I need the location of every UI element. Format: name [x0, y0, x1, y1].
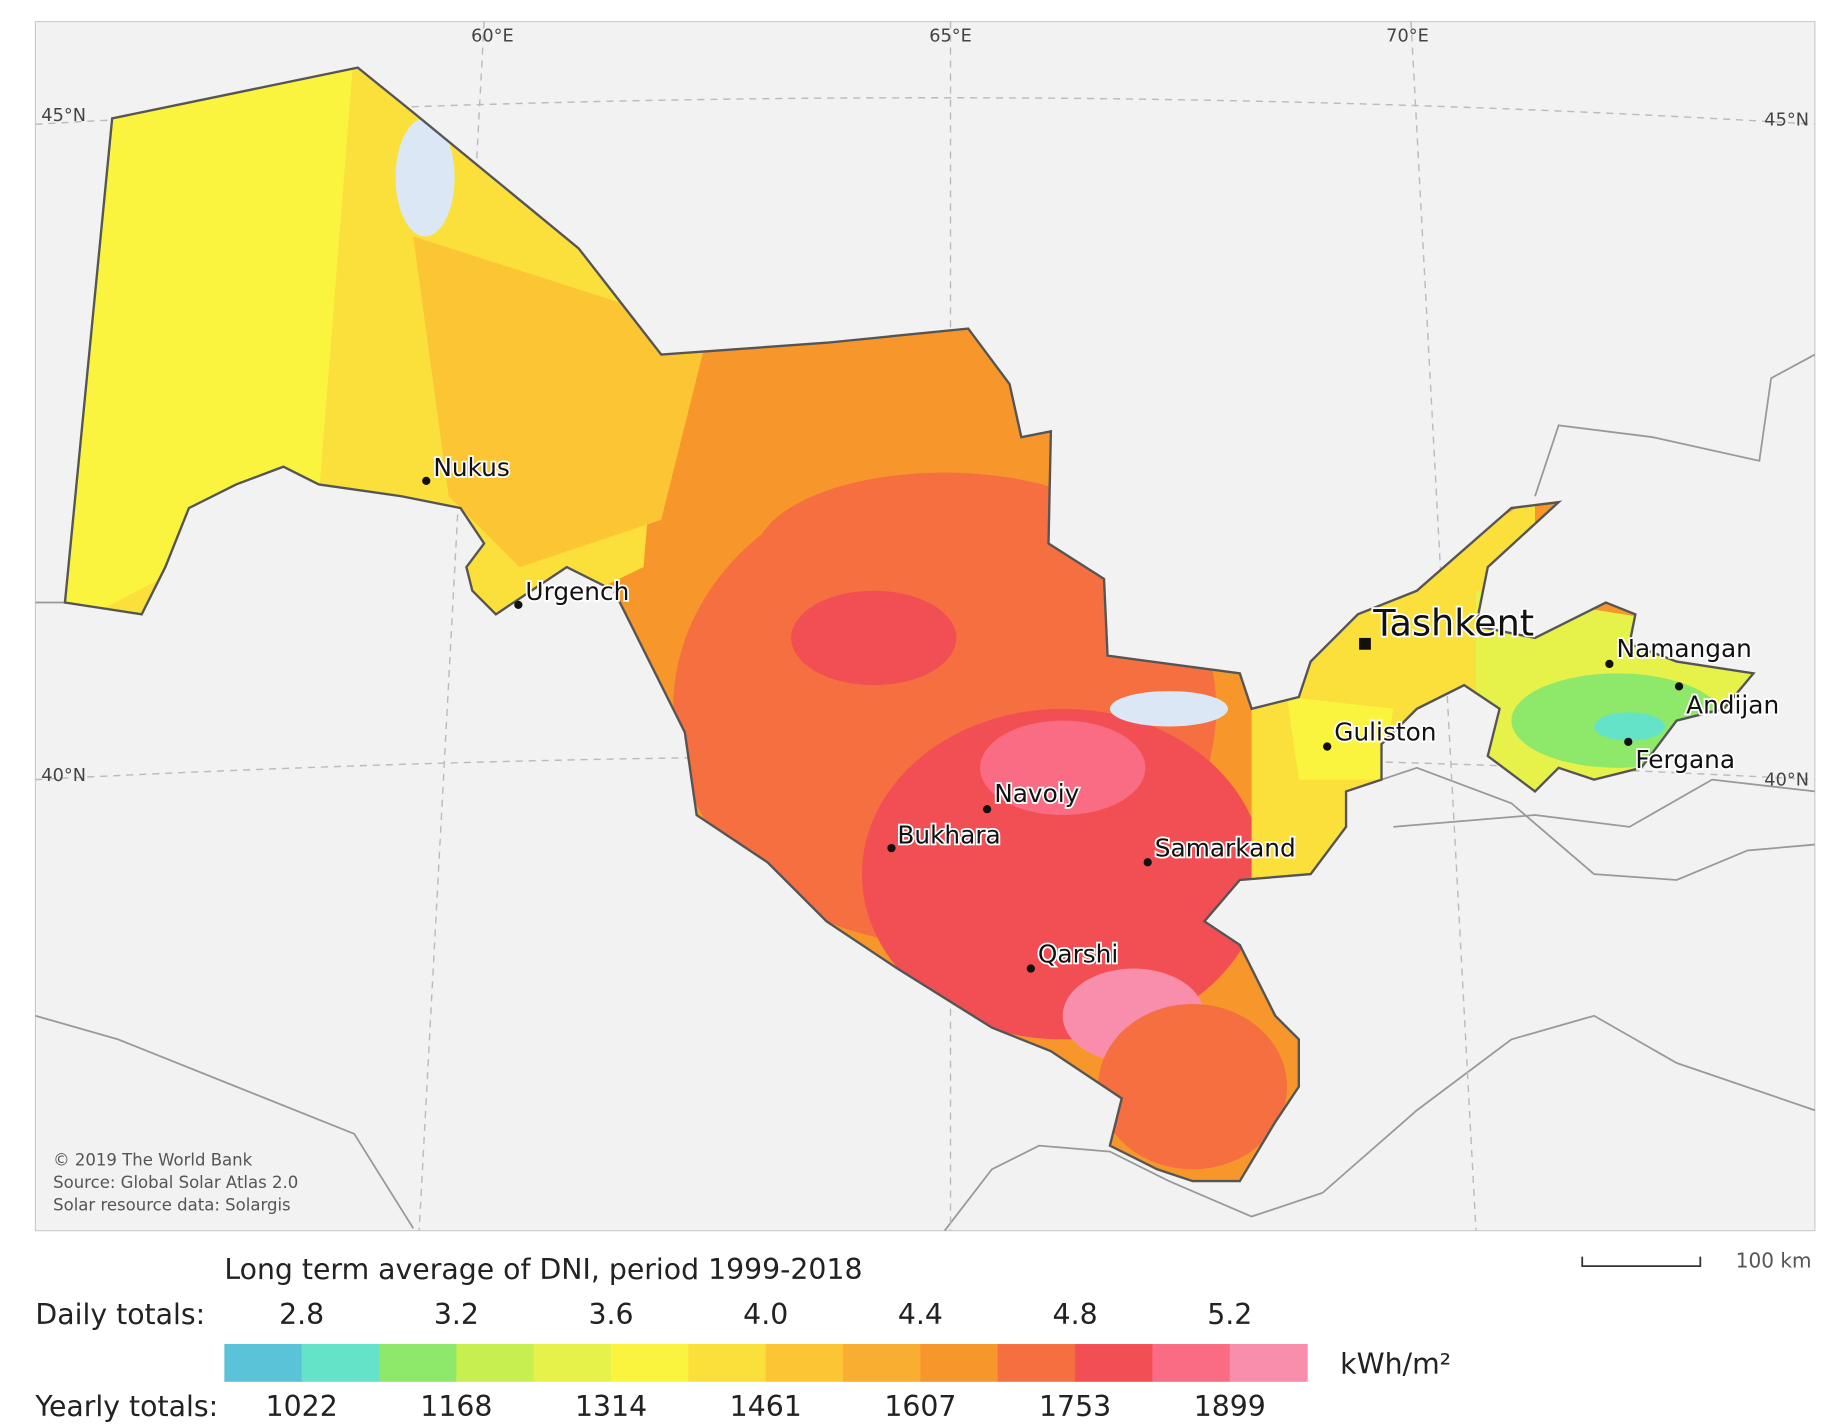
- yearly-label: 1168: [420, 1390, 492, 1423]
- daily-label: 4.4: [898, 1298, 943, 1331]
- legend-row-label: Yearly totals:: [34, 1390, 218, 1423]
- yearly-label: 1753: [1039, 1390, 1111, 1423]
- yearly-label: 1314: [575, 1390, 647, 1423]
- city-marker: [1674, 682, 1684, 691]
- city-marker: [422, 476, 431, 486]
- legend-swatch: [224, 1344, 303, 1382]
- city-label: Guliston: [1334, 718, 1436, 747]
- legend-swatch: [997, 1344, 1076, 1382]
- city-label: Navoiy: [994, 779, 1079, 808]
- yearly-label: 1899: [1194, 1390, 1266, 1423]
- city-label: Nukus: [433, 453, 509, 482]
- legend-swatch: [1152, 1344, 1231, 1382]
- legend-swatch: [688, 1344, 767, 1382]
- legend-swatch: [611, 1344, 689, 1382]
- daily-label: 3.2: [434, 1298, 479, 1331]
- legend-swatch: [1229, 1344, 1308, 1382]
- capital-label: Tashkent: [1372, 602, 1534, 645]
- city-label: Bukhara: [897, 820, 1000, 849]
- city-label: Urgench: [525, 577, 629, 606]
- yearly-label: 1607: [884, 1390, 956, 1423]
- attribution: Source: Global Solar Atlas 2.0: [53, 1173, 298, 1192]
- legend-swatch: [920, 1344, 999, 1382]
- legend-swatch: [379, 1344, 457, 1382]
- daily-label: 2.8: [279, 1298, 324, 1331]
- daily-label: 3.6: [589, 1298, 634, 1331]
- legend-unit: kWh/m²: [1340, 1348, 1451, 1381]
- lon-label: 70°E: [1386, 27, 1429, 47]
- capital-marker: [1359, 637, 1371, 650]
- city-label: Samarkand: [1155, 833, 1296, 862]
- city-marker: [1323, 742, 1332, 751]
- city-label: Qarshi: [1038, 940, 1118, 969]
- attribution: © 2019 The World Bank: [53, 1151, 253, 1170]
- city-marker: [887, 843, 896, 853]
- yearly-label: 1022: [266, 1390, 338, 1423]
- lon-label: 65°E: [929, 27, 972, 47]
- lat-label: 40°N: [1764, 771, 1809, 791]
- city-label: Fergana: [1635, 745, 1735, 774]
- city-marker: [514, 600, 523, 610]
- legend-row-label: Daily totals:: [35, 1298, 205, 1331]
- daily-label: 5.2: [1207, 1298, 1252, 1331]
- yearly-label: 1461: [730, 1390, 802, 1423]
- legend-swatch: [301, 1344, 380, 1382]
- city-marker: [1026, 964, 1035, 973]
- lat-label: 45°N: [1764, 110, 1809, 130]
- lon-label: 60°E: [471, 27, 514, 47]
- lat-label: 45°N: [41, 106, 86, 126]
- legend-swatch: [843, 1344, 921, 1382]
- scale-label: 100 km: [1736, 1248, 1812, 1272]
- city-label: Namangan: [1616, 634, 1751, 663]
- legend-swatch: [456, 1344, 535, 1382]
- lat-label: 40°N: [41, 766, 86, 786]
- daily-label: 4.0: [743, 1298, 788, 1331]
- neighbor-borders: [35, 353, 1816, 1232]
- city-label: Andijan: [1686, 690, 1779, 719]
- legend-title: Long term average of DNI, period 1999-20…: [224, 1253, 862, 1286]
- scale-bar: [1581, 1256, 1702, 1267]
- legend-swatch: [533, 1344, 612, 1382]
- legend-swatch: [1075, 1344, 1154, 1382]
- city-marker: [1143, 858, 1152, 867]
- daily-label: 4.8: [1053, 1298, 1098, 1331]
- city-marker: [982, 805, 992, 814]
- city-marker: [1624, 737, 1633, 746]
- city-marker: [1605, 659, 1614, 669]
- attribution: Solar resource data: Solargis: [53, 1196, 291, 1215]
- legend-swatch: [765, 1344, 844, 1382]
